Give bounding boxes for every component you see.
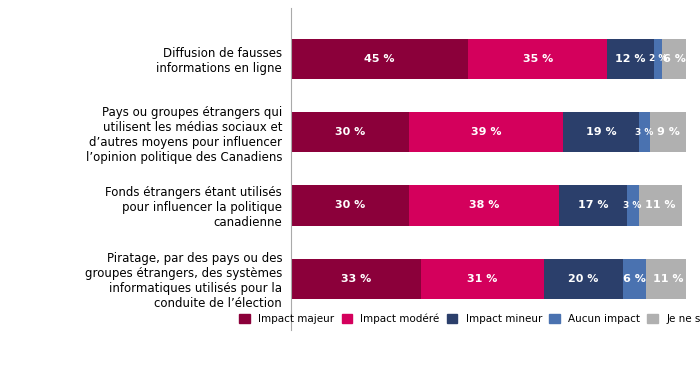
Text: 19 %: 19 % xyxy=(586,127,616,137)
Text: 12 %: 12 % xyxy=(615,54,646,64)
Bar xyxy=(290,112,409,152)
Bar xyxy=(626,185,638,225)
Bar xyxy=(564,112,638,152)
Text: 11 %: 11 % xyxy=(645,200,676,210)
Text: 3 %: 3 % xyxy=(636,128,654,136)
Text: 9 %: 9 % xyxy=(657,127,680,137)
Text: 20 %: 20 % xyxy=(568,274,598,284)
Bar xyxy=(468,39,607,79)
Bar xyxy=(662,39,686,79)
Text: 6 %: 6 % xyxy=(663,54,685,64)
Bar xyxy=(638,185,682,225)
Text: 35 %: 35 % xyxy=(523,54,553,64)
Text: 6 %: 6 % xyxy=(623,274,646,284)
Bar xyxy=(290,39,468,79)
Text: 30 %: 30 % xyxy=(335,127,365,137)
Text: 31 %: 31 % xyxy=(467,274,498,284)
Bar xyxy=(421,258,544,299)
Text: 45 %: 45 % xyxy=(364,54,395,64)
Bar xyxy=(638,112,650,152)
Bar xyxy=(409,185,559,225)
Bar xyxy=(647,258,690,299)
Bar xyxy=(290,258,421,299)
Bar xyxy=(409,112,564,152)
Bar xyxy=(290,185,409,225)
Text: 33 %: 33 % xyxy=(341,274,371,284)
Text: 2 %: 2 % xyxy=(649,54,668,63)
Text: 17 %: 17 % xyxy=(578,200,608,210)
Bar xyxy=(607,39,654,79)
Text: 39 %: 39 % xyxy=(471,127,501,137)
Text: 38 %: 38 % xyxy=(469,200,500,210)
Bar xyxy=(544,258,623,299)
Bar xyxy=(650,112,686,152)
Text: 3 %: 3 % xyxy=(624,201,642,210)
Bar xyxy=(654,39,662,79)
Text: 30 %: 30 % xyxy=(335,200,365,210)
Text: 11 %: 11 % xyxy=(653,274,683,284)
Bar xyxy=(559,185,626,225)
Bar xyxy=(623,258,647,299)
Legend: Impact majeur, Impact modéré, Impact mineur, Aucun impact, Je ne sais pas: Impact majeur, Impact modéré, Impact min… xyxy=(235,309,700,328)
